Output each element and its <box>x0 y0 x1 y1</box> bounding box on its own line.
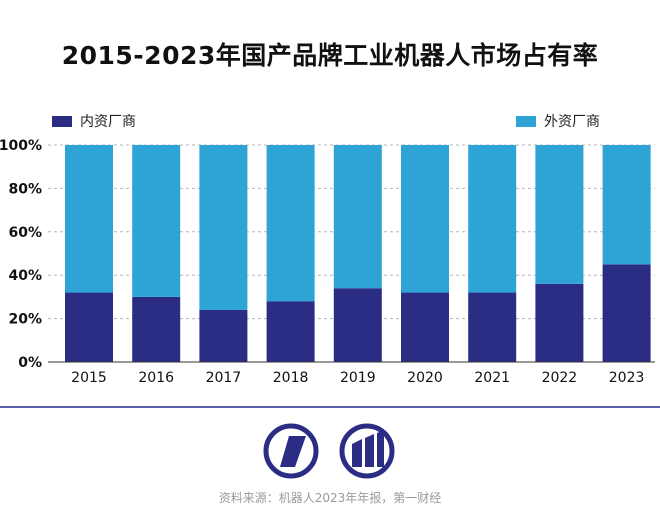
x-tick-label: 2017 <box>206 370 242 386</box>
bar-foreign <box>199 145 248 310</box>
bar-foreign <box>65 145 113 293</box>
chart-title: 2015-2023年国产品牌工业机器人市场占有率 <box>61 41 599 70</box>
x-tick-label: 2016 <box>138 370 174 386</box>
bar-domestic <box>199 309 248 362</box>
legend-swatch-foreign <box>516 115 536 127</box>
x-tick-label: 2019 <box>340 370 376 386</box>
bar-foreign <box>468 145 517 293</box>
bar-domestic <box>401 292 449 362</box>
legend-label-domestic: 内资厂商 <box>80 114 136 130</box>
legend-item-foreign: 外资厂商 <box>516 111 600 131</box>
bar-foreign <box>333 145 382 289</box>
legend-swatch-domestic <box>52 115 72 127</box>
bar-foreign <box>266 145 315 302</box>
x-tick-label: 2015 <box>71 370 107 386</box>
x-tick-label: 2021 <box>474 370 510 386</box>
y-tick-label: 80% <box>8 181 42 197</box>
bar-domestic <box>266 301 315 362</box>
bar-domestic <box>468 292 517 362</box>
legend-item-domestic: 内资厂商 <box>52 111 136 131</box>
footer-divider <box>0 406 660 408</box>
y-tick-label: 60% <box>8 225 42 241</box>
bar-foreign <box>132 145 181 297</box>
bar-domestic <box>535 283 584 362</box>
bar-domestic <box>333 288 382 362</box>
y-tick-label: 40% <box>8 268 42 284</box>
brand-logo-right-icon <box>339 423 395 479</box>
y-tick-label: 100% <box>0 138 42 154</box>
x-tick-label: 2020 <box>407 370 443 386</box>
x-tick-label: 2018 <box>273 370 309 386</box>
bar-domestic <box>602 264 651 362</box>
x-tick-label: 2023 <box>609 370 645 386</box>
x-tick-label: 2022 <box>542 370 578 386</box>
bar-foreign <box>401 145 449 293</box>
bar-foreign <box>535 145 584 284</box>
brand-logo-left-icon <box>263 423 319 479</box>
stacked-bar-chart: 0% 20% 40% 60% 80% 100% 2015 2016 2017 2018 2019 20… <box>0 138 655 386</box>
source-note: 资料来源：机器人2023年年报，第一财经 <box>218 491 442 505</box>
y-tick-label: 20% <box>8 312 42 328</box>
y-tick-label: 0% <box>18 355 42 371</box>
bar-domestic <box>65 292 113 362</box>
bar-foreign <box>602 145 651 265</box>
bar-domestic <box>132 296 181 362</box>
legend-label-foreign: 外资厂商 <box>544 114 600 130</box>
